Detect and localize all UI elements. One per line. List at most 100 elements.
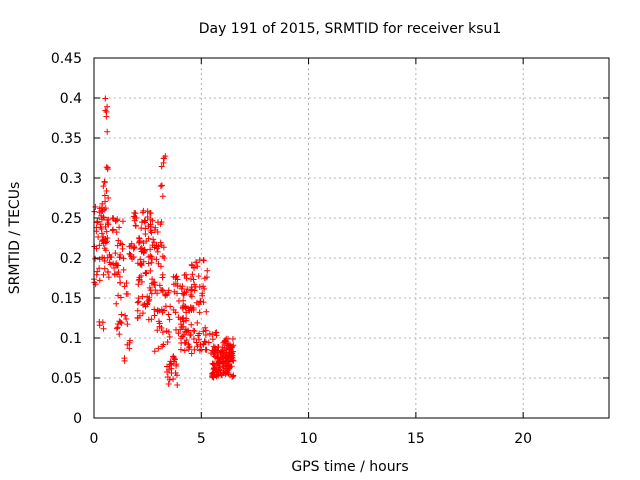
data-point (124, 321, 131, 328)
data-point (173, 362, 180, 369)
data-point (109, 227, 116, 234)
data-point (92, 203, 99, 210)
data-point (119, 218, 126, 225)
y-tick-label: 0.35 (51, 131, 82, 147)
data-point (222, 353, 229, 360)
data-point (118, 311, 125, 318)
data-point (202, 324, 209, 331)
data-point (112, 261, 119, 268)
data-point (197, 298, 204, 305)
data-point (156, 282, 163, 289)
data-point (140, 302, 147, 309)
data-point (219, 344, 226, 351)
data-point (190, 276, 197, 283)
data-point (102, 205, 109, 212)
data-point (188, 321, 195, 328)
data-point (186, 343, 193, 350)
data-point (165, 311, 172, 318)
x-axis-label: GPS time / hours (291, 459, 408, 475)
data-point (142, 219, 149, 226)
data-point (93, 271, 100, 278)
data-point (229, 336, 236, 343)
data-point (165, 381, 172, 388)
data-point (180, 291, 187, 298)
data-point (147, 246, 154, 253)
data-point (99, 207, 106, 214)
data-point (116, 224, 123, 231)
data-point (164, 363, 171, 370)
data-point (116, 331, 123, 338)
data-point (101, 265, 108, 272)
data-point (148, 290, 155, 297)
data-point (138, 262, 145, 269)
data-point (100, 325, 107, 332)
data-point (160, 341, 167, 348)
data-point (179, 290, 186, 297)
data-point (119, 241, 126, 248)
data-point (175, 330, 182, 337)
data-point (96, 265, 103, 272)
data-point (191, 346, 198, 353)
data-point (200, 257, 207, 264)
data-point (149, 217, 156, 224)
data-point (222, 337, 229, 344)
data-point (145, 260, 152, 267)
data-point (140, 249, 147, 256)
data-point (136, 237, 143, 244)
data-point (200, 328, 207, 335)
data-point (175, 314, 182, 321)
data-point (196, 330, 203, 337)
data-point (163, 328, 170, 335)
data-point (120, 266, 127, 273)
data-point (134, 315, 141, 322)
data-point (151, 239, 158, 246)
data-point (135, 295, 142, 302)
x-tick-label: 5 (197, 431, 206, 447)
data-point (103, 188, 110, 195)
data-point (149, 255, 156, 262)
data-point (137, 261, 144, 268)
data-point (127, 251, 134, 258)
data-point (145, 235, 152, 242)
x-tick-label: 0 (90, 431, 99, 447)
data-point (115, 237, 122, 244)
data-point (197, 341, 204, 348)
data-point (206, 330, 213, 337)
data-point (134, 307, 141, 314)
y-tick-label: 0.15 (51, 291, 82, 307)
data-point (201, 338, 208, 345)
data-point (101, 192, 108, 199)
data-point (178, 335, 185, 342)
data-point (165, 287, 172, 294)
data-point (126, 339, 133, 346)
data-point (136, 274, 143, 281)
data-point (159, 274, 166, 281)
data-point (196, 347, 203, 354)
data-point (172, 274, 179, 281)
data-point (147, 221, 154, 228)
data-point (142, 225, 149, 232)
data-point (196, 309, 203, 316)
data-point (158, 306, 165, 313)
data-point (123, 290, 130, 297)
data-point (190, 304, 197, 311)
data-point (105, 221, 112, 228)
data-point (193, 299, 200, 306)
data-point (214, 368, 221, 375)
data-point (126, 250, 133, 257)
points-layer (91, 95, 237, 389)
data-point (158, 242, 165, 249)
data-point (225, 357, 232, 364)
data-point (157, 287, 164, 294)
y-tick-label: 0.4 (60, 91, 82, 107)
data-point (149, 276, 156, 283)
data-point (173, 372, 180, 379)
plot-frame (93, 57, 610, 419)
data-point (100, 183, 107, 190)
data-point (141, 218, 148, 225)
data-point (108, 254, 115, 261)
data-point (189, 286, 196, 293)
data-point (186, 332, 193, 339)
data-point (200, 299, 207, 306)
chart-title: Day 191 of 2015, SRMTID for receiver ksu… (199, 21, 502, 37)
